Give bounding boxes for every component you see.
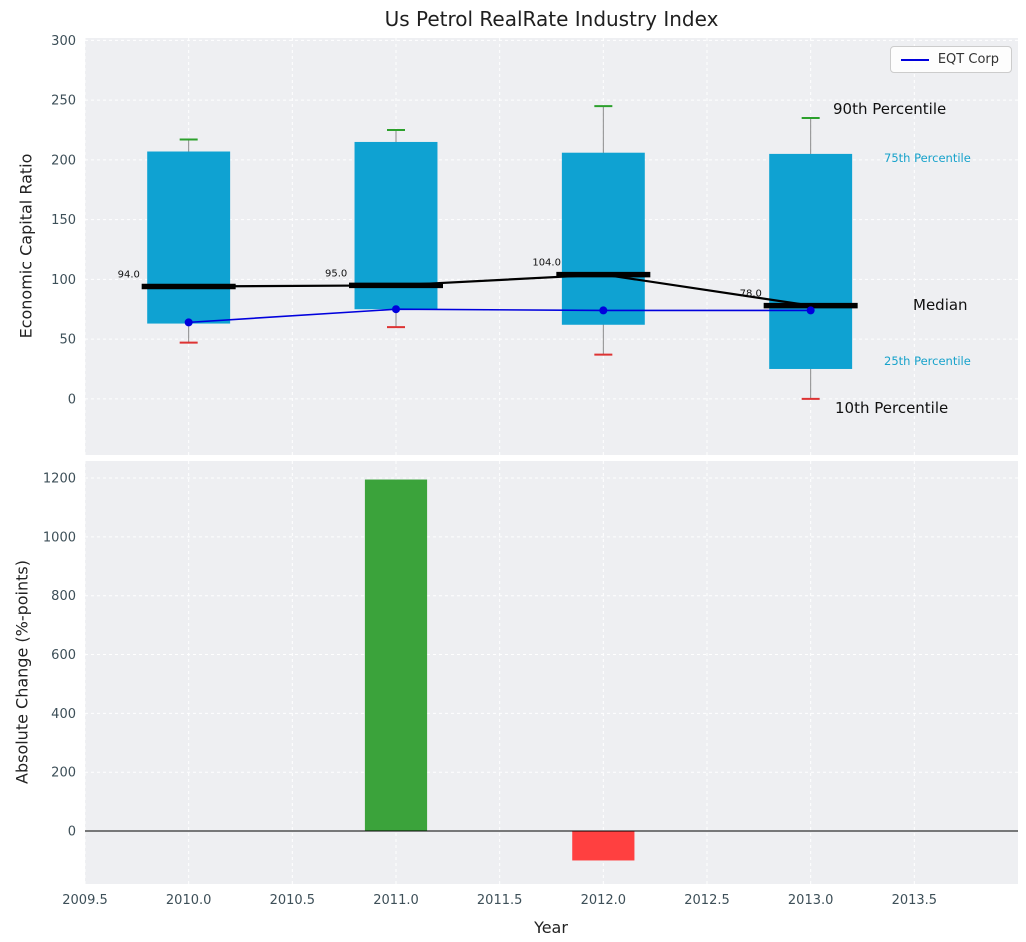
- chart-title: Us Petrol RealRate Industry Index: [384, 7, 719, 31]
- y-tick-label: 1000: [43, 530, 76, 545]
- y-tick-label: 200: [51, 766, 76, 781]
- y-axis-label-bottom: Absolute Change (%-points): [12, 560, 32, 784]
- x-tick-label: 2012.0: [581, 893, 627, 908]
- y-tick-label: 800: [51, 589, 76, 604]
- y-tick-label: 100: [51, 273, 76, 288]
- y-tick-label: 50: [59, 333, 76, 348]
- y-tick-label: 150: [51, 213, 76, 228]
- iqr-box: [147, 151, 231, 324]
- x-tick-label: 2013.5: [892, 893, 938, 908]
- legend: EQT Corp: [889, 46, 1012, 73]
- x-tick-label: 2011.0: [373, 893, 419, 908]
- y-tick-label: 400: [51, 707, 76, 722]
- x-tick-label: 2010.5: [270, 893, 316, 908]
- eqt-point: [599, 306, 608, 315]
- plot-background: [85, 461, 1018, 884]
- iqr-box: [354, 141, 438, 310]
- y-axis-label-top: Economic Capital Ratio: [16, 153, 36, 339]
- median-value-label: 78.0: [740, 289, 762, 300]
- eqt-point: [806, 306, 815, 315]
- x-tick-label: 2010.0: [166, 893, 212, 908]
- y-tick-label: 0: [68, 825, 76, 840]
- iqr-box: [561, 152, 645, 325]
- y-tick-label: 200: [51, 153, 76, 168]
- y-tick-label: 250: [51, 94, 76, 109]
- eqt-point: [184, 318, 193, 327]
- iqr-box: [769, 153, 853, 369]
- x-tick-label: 2013.0: [788, 893, 834, 908]
- plot-background: [85, 38, 1018, 455]
- median-value-label: 95.0: [325, 268, 347, 279]
- y-tick-label: 0: [68, 392, 76, 407]
- annotation-10th-percentile: 10th Percentile: [835, 399, 949, 417]
- y-tick-label: 1200: [43, 472, 76, 487]
- eqt-line: [188, 308, 811, 324]
- x-axis-label: Year: [534, 918, 568, 937]
- x-tick-label: 2009.5: [62, 893, 108, 908]
- median-value-label: 104.0: [532, 258, 561, 269]
- bar-negative-change: [572, 831, 635, 861]
- annotation-90th-percentile: 90th Percentile: [833, 100, 947, 118]
- annotation-75th-percentile: 75th Percentile: [884, 151, 971, 165]
- median-connecting-line: [188, 273, 811, 307]
- annotation-median: Median: [913, 296, 968, 314]
- eqt-point: [392, 305, 400, 314]
- annotation-25th-percentile: 25th Percentile: [884, 354, 971, 368]
- x-tick-label: 2012.5: [684, 893, 730, 908]
- bar-positive-change: [364, 479, 428, 832]
- legend-label: EQT Corp: [937, 52, 999, 67]
- y-tick-label: 300: [51, 34, 76, 49]
- x-tick-label: 2011.5: [477, 893, 523, 908]
- legend-line-sample: [900, 58, 929, 61]
- median-value-label: 94.0: [118, 270, 140, 281]
- y-tick-label: 600: [51, 648, 76, 663]
